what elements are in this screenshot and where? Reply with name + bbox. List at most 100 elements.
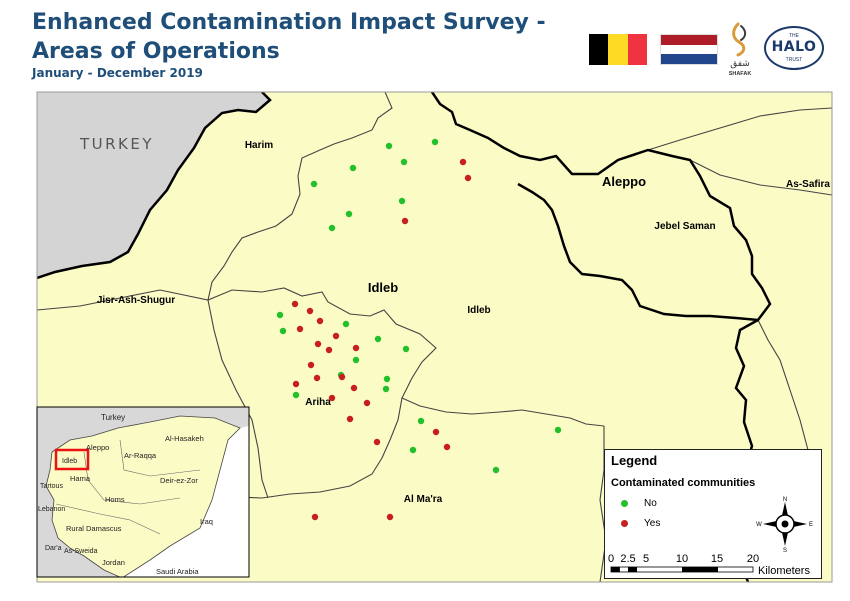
netherlands-flag-logo <box>660 34 718 65</box>
community-contaminated-marker <box>328 394 336 402</box>
community-not-contaminated-marker <box>431 138 439 146</box>
district-boundary <box>261 397 403 499</box>
label-al-mara: Al Ma'ra <box>404 494 443 505</box>
inset-boundary <box>119 439 201 477</box>
compass-n: N <box>783 497 787 503</box>
community-contaminated-marker <box>313 374 321 382</box>
inset-label-al-hasakeh: Al-Hasakeh <box>165 434 204 443</box>
community-not-contaminated-marker <box>374 335 382 343</box>
community-contaminated-marker <box>306 307 314 315</box>
community-not-contaminated-marker <box>345 210 353 218</box>
community-contaminated-marker <box>316 317 324 325</box>
title-line-2: Areas of Operations <box>32 39 280 64</box>
community-not-contaminated-marker <box>276 311 284 319</box>
halo-trust-logo: THE HALO TRUST <box>764 26 824 70</box>
legend-no-label: No <box>644 498 657 509</box>
community-not-contaminated-marker <box>402 345 410 353</box>
label-as-safira: As-Safira <box>786 179 830 190</box>
community-not-contaminated-marker <box>398 197 406 205</box>
community-contaminated-marker <box>338 373 346 381</box>
belgium-flag-logo <box>589 34 647 65</box>
inset-label-jordan: Jordan <box>102 558 125 567</box>
community-contaminated-marker <box>401 217 409 225</box>
inset-map: Turkey Aleppo Al-Hasakeh Idleb Ar-Raqqa … <box>36 406 250 578</box>
inset-label-idleb: Idleb <box>62 458 77 465</box>
community-not-contaminated-marker <box>328 224 336 232</box>
community-contaminated-marker <box>443 443 451 451</box>
scale-tick-0: 0 <box>608 553 614 565</box>
page-title: Enhanced Contamination Impact Survey - A… <box>32 8 546 66</box>
label-harim: Harim <box>245 140 273 151</box>
label-idleb-district: Idleb <box>467 305 490 316</box>
community-not-contaminated-marker <box>383 375 391 383</box>
governorate-boundary <box>430 92 772 322</box>
label-aleppo: Aleppo <box>602 174 646 189</box>
inset-border <box>36 406 250 578</box>
shafak-arabic-text: شفق <box>730 59 750 69</box>
scale-tick-20: 20 <box>747 553 759 565</box>
inset-label-rural-damascus: Rural Damascus <box>66 524 122 533</box>
community-not-contaminated-marker <box>417 417 425 425</box>
community-contaminated-marker <box>432 428 440 436</box>
community-not-contaminated-marker <box>352 356 360 364</box>
community-not-contaminated-marker <box>409 446 417 454</box>
shafak-logo: شفق SHAFAK <box>729 22 752 77</box>
date-range-subtitle: January - December 2019 <box>32 66 203 80</box>
label-jebel-saman: Jebel Saman <box>654 221 715 232</box>
inset-label-daraa: Dar'a <box>45 545 62 552</box>
community-contaminated-marker <box>314 340 322 348</box>
legend-yes-marker <box>621 520 628 527</box>
community-not-contaminated-marker <box>342 320 350 328</box>
main-map-border <box>36 91 833 583</box>
inset-idleb-highlight <box>54 448 90 471</box>
inset-label-turkey: Turkey <box>101 413 125 422</box>
community-contaminated-marker <box>363 399 371 407</box>
compass-e: E <box>809 522 813 528</box>
community-contaminated-marker <box>459 158 467 166</box>
district-boundary <box>647 107 832 151</box>
shafak-logo-text: SHAFAK <box>729 71 752 77</box>
label-turkey: TURKEY <box>79 135 154 153</box>
community-not-contaminated-marker <box>382 385 390 393</box>
community-contaminated-marker <box>464 174 472 182</box>
halo-logo-main: HALO <box>771 39 817 55</box>
inset-label-hama: Hama <box>70 474 91 483</box>
inset-boundary <box>55 503 161 535</box>
legend-yes-label: Yes <box>644 518 661 529</box>
community-contaminated-marker <box>291 300 299 308</box>
community-not-contaminated-marker <box>310 180 318 188</box>
legend-graphics: N S W E 0 2.5 5 10 15 20 Kilometers <box>608 497 813 577</box>
inset-label-lebanon: Lebanon <box>38 506 65 513</box>
scale-unit: Kilometers <box>758 565 810 577</box>
inset-label-tartous: Tartous <box>40 483 63 490</box>
inset-label-as-sweida: As-Sweida <box>64 548 98 555</box>
community-not-contaminated-marker <box>349 164 357 172</box>
halo-logo-bottom: TRUST <box>785 57 803 63</box>
inset-label-ar-raqqa: Ar-Raqqa <box>124 451 157 460</box>
community-contaminated-marker <box>311 513 319 521</box>
scale-tick-10: 10 <box>676 553 688 565</box>
compass-icon: N S W E <box>756 497 813 554</box>
community-markers <box>276 138 562 521</box>
community-contaminated-marker <box>307 361 315 369</box>
inset-label-homs: Homs <box>105 495 125 504</box>
legend-no-marker <box>621 500 628 507</box>
community-not-contaminated-marker <box>554 426 562 434</box>
inset-label-saudi-arabia: Saudi Arabia <box>156 567 199 576</box>
community-contaminated-marker <box>350 384 358 392</box>
community-contaminated-marker <box>346 415 354 423</box>
scale-bar: 0 2.5 5 10 15 20 Kilometers <box>608 553 811 577</box>
label-ariha: Ariha <box>305 397 331 408</box>
compass-w: W <box>756 522 762 528</box>
inset-turkey-area <box>37 407 249 458</box>
community-not-contaminated-marker <box>385 142 393 150</box>
international-border <box>37 92 272 280</box>
community-contaminated-marker <box>373 438 381 446</box>
community-contaminated-marker <box>352 344 360 352</box>
community-not-contaminated-marker <box>279 327 287 335</box>
district-boundary <box>689 159 832 196</box>
inset-label-aleppo: Aleppo <box>86 443 109 452</box>
district-boundary <box>207 299 269 499</box>
label-jisr-ash-shugur: Jisr-Ash-Shugur <box>97 295 175 306</box>
district-boundary <box>37 287 605 427</box>
